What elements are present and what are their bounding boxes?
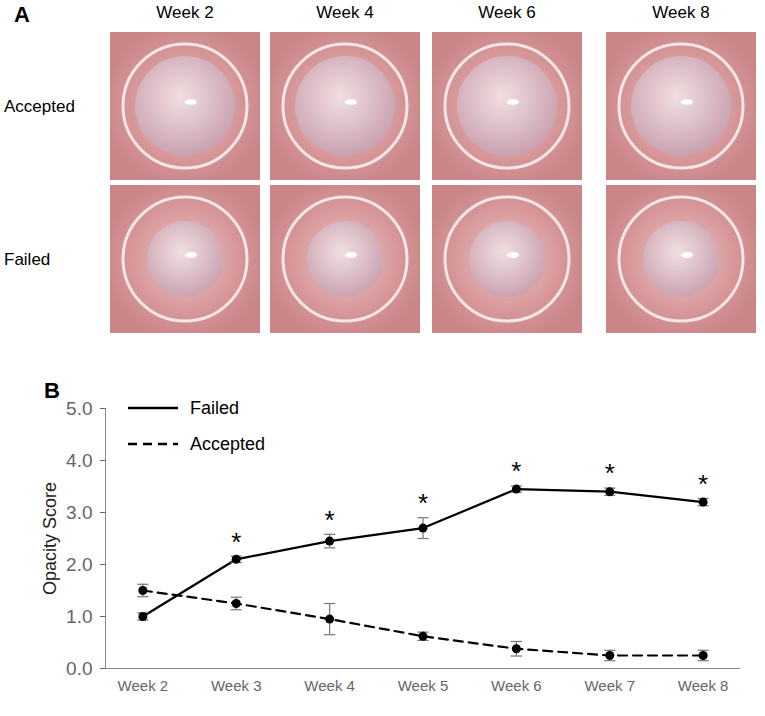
svg-text:5.0: 5.0 (66, 398, 92, 419)
svg-text:0.0: 0.0 (66, 658, 92, 679)
svg-text:Accepted: Accepted (4, 97, 75, 116)
svg-text:*: * (605, 458, 615, 488)
svg-text:Week 6: Week 6 (491, 677, 542, 694)
svg-text:Week 8: Week 8 (678, 677, 729, 694)
svg-text:Week 4: Week 4 (304, 677, 355, 694)
svg-text:Week 2: Week 2 (156, 3, 213, 22)
svg-text:Week 2: Week 2 (118, 677, 169, 694)
svg-text:Week 6: Week 6 (478, 3, 535, 22)
svg-text:*: * (511, 456, 521, 486)
svg-text:2.0: 2.0 (66, 554, 92, 575)
svg-text:Week 7: Week 7 (584, 677, 635, 694)
svg-text:Week 5: Week 5 (398, 677, 449, 694)
svg-text:*: * (231, 527, 241, 557)
svg-text:Opacity Score: Opacity Score (40, 482, 60, 595)
svg-text:1.0: 1.0 (66, 606, 92, 627)
svg-text:Week 8: Week 8 (652, 3, 709, 22)
svg-text:Failed: Failed (190, 398, 239, 418)
svg-text:4.0: 4.0 (66, 450, 92, 471)
svg-text:Week 4: Week 4 (316, 3, 373, 22)
svg-text:3.0: 3.0 (66, 502, 92, 523)
svg-text:B: B (44, 378, 60, 403)
svg-text:*: * (325, 505, 335, 535)
svg-text:A: A (14, 2, 30, 27)
svg-text:*: * (698, 469, 708, 499)
svg-text:Week 3: Week 3 (211, 677, 262, 694)
svg-text:*: * (418, 488, 428, 518)
svg-text:Accepted: Accepted (190, 434, 265, 454)
svg-text:Failed: Failed (4, 250, 50, 269)
